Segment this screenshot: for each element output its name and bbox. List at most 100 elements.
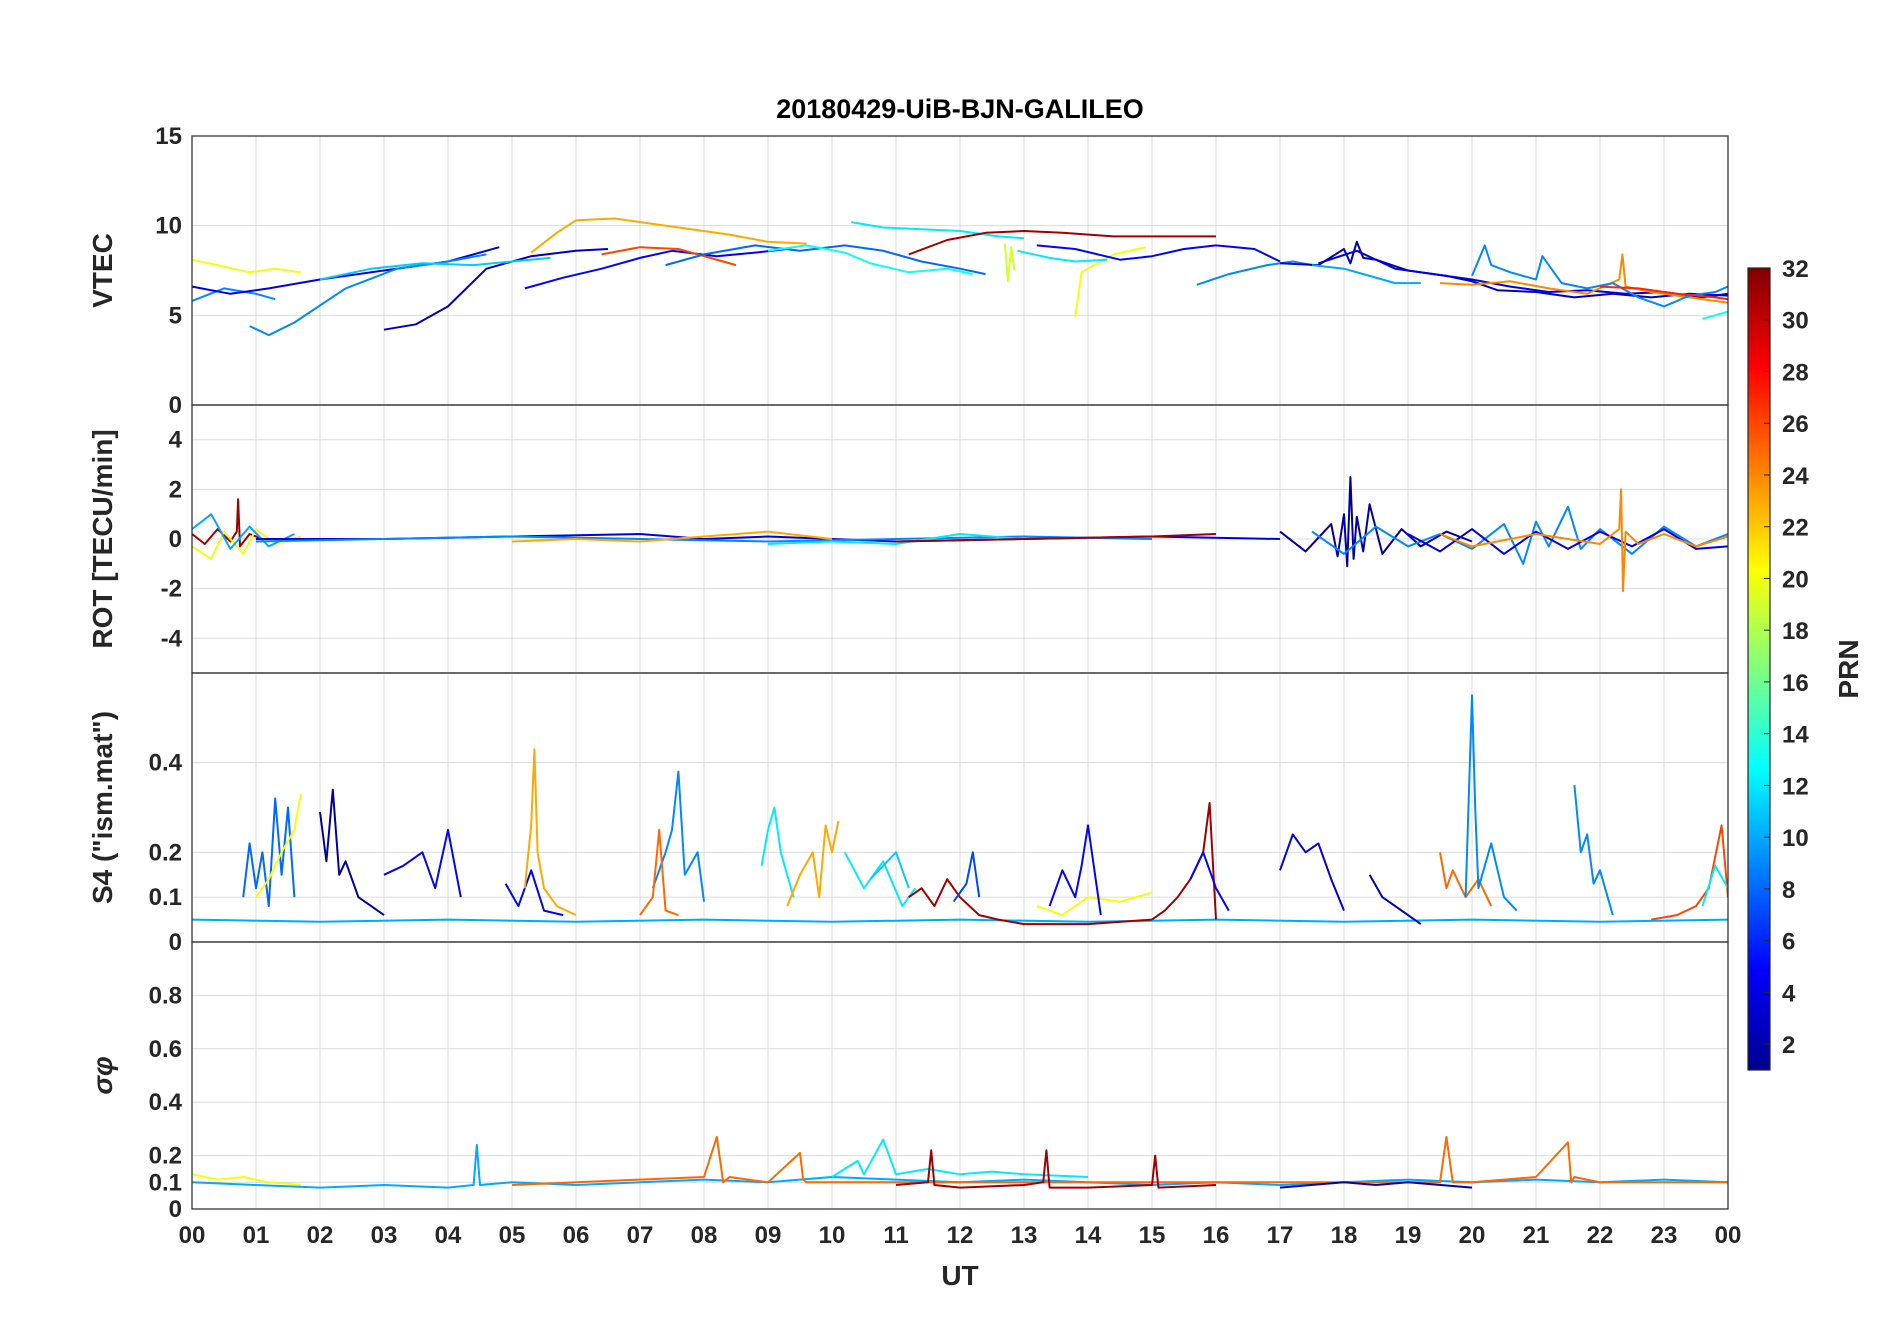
panel-s4: 0 0.1 0.2 0.4 S4 ("ism.mat") — [87, 672, 1729, 956]
trace-prn-8 — [665, 244, 986, 276]
x-tick-label: 18 — [1331, 1222, 1358, 1249]
trace-prn-20 — [192, 258, 301, 274]
y-tick-label: 10 — [155, 213, 182, 240]
trace-prn-20 — [192, 1173, 301, 1186]
y-axis-label: ROT [TECU/min] — [87, 429, 118, 648]
trace-prn-9 — [1573, 785, 1614, 916]
trace-prn-9 — [651, 770, 705, 902]
colorbar-tick-label: 14 — [1782, 722, 1809, 749]
y-tick-label: 0 — [169, 526, 182, 553]
trace-prn-23 — [530, 217, 807, 254]
y-tick-label: 0.1 — [149, 1169, 182, 1196]
x-tick-label: 00 — [1715, 1222, 1742, 1249]
x-tick-label: 13 — [1011, 1222, 1038, 1249]
trace-prn-5 — [1189, 851, 1230, 912]
trace-prn-9 — [1471, 244, 1728, 308]
x-axis-ticks: 00 01 02 03 04 05 06 07 08 09 10 11 12 13 14 15 16 17 18 19… — [179, 1222, 1742, 1249]
trace-prn-20 — [1074, 246, 1146, 318]
y-axis-label: σφ — [87, 1056, 118, 1094]
trace-prn-9 — [249, 253, 487, 337]
y-tick-label: 0.4 — [149, 750, 183, 777]
traces-sigma — [192, 1135, 1728, 1189]
colorbar-tick-label: 28 — [1782, 359, 1809, 386]
x-tick-label: 04 — [435, 1222, 462, 1249]
x-tick-label: 10 — [819, 1222, 846, 1249]
trace-prn-23 — [523, 748, 577, 917]
trace-prn-31 — [908, 230, 1216, 256]
traces-rot — [192, 476, 1728, 593]
y-tick-label: -2 — [161, 576, 182, 603]
trace-prn-12 — [1701, 864, 1728, 907]
x-tick-label: 14 — [1075, 1222, 1102, 1249]
trace-prn-12 — [767, 533, 1025, 545]
y-tick-label: 0 — [169, 1196, 182, 1223]
colorbar-tick-label: 2 — [1782, 1032, 1795, 1059]
colorbar-tick-label: 24 — [1782, 463, 1809, 490]
x-tick-label: 17 — [1267, 1222, 1294, 1249]
trace-prn-5 — [383, 828, 462, 898]
y-tick-label: 0.6 — [149, 1036, 182, 1063]
trace-prn-12 — [1017, 249, 1108, 263]
x-tick-label: 22 — [1587, 1222, 1614, 1249]
trace-prn-9 — [1464, 694, 1518, 912]
trace-prn-5 — [504, 869, 564, 917]
x-tick-label: 15 — [1139, 1222, 1166, 1249]
panel-rot: -4 -2 0 2 4 ROT [TECU/min] — [87, 404, 1729, 674]
y-tick-label: 15 — [155, 123, 182, 150]
trace-prn-9 — [192, 287, 276, 302]
panel-vtec: 0 5 10 15 VTEC — [87, 123, 1729, 419]
y-axis-label: S4 ("ism.mat") — [87, 711, 118, 904]
trace-prn-10 — [192, 918, 1728, 923]
trace-prn-5 — [1036, 244, 1281, 263]
x-tick-label: 06 — [563, 1222, 590, 1249]
colorbar-tick-label: 4 — [1782, 980, 1796, 1007]
x-axis-label: UT — [941, 1260, 978, 1291]
x-tick-label: 07 — [627, 1222, 654, 1249]
x-tick-label: 23 — [1651, 1222, 1678, 1249]
trace-prn-19 — [1003, 243, 1016, 283]
trace-prn-3 — [1279, 1181, 1473, 1189]
x-tick-label: 19 — [1395, 1222, 1422, 1249]
colorbar-tick-label: 16 — [1782, 670, 1809, 697]
trace-prn-24 — [1439, 253, 1728, 304]
colorbar-tick-label: 20 — [1782, 566, 1809, 593]
colorbar-tick-label: 12 — [1782, 773, 1809, 800]
trace-prn-31 — [908, 878, 1153, 926]
x-tick-label: 05 — [499, 1222, 526, 1249]
trace-prn-12 — [851, 221, 1025, 240]
colorbar-tick-label: 32 — [1782, 256, 1809, 283]
trace-prn-26 — [601, 246, 737, 267]
trace-prn-3 — [1368, 874, 1422, 925]
trace-prn-13 — [1702, 310, 1728, 320]
trace-prn-2 — [319, 788, 385, 916]
trace-prn-10 — [1311, 264, 1421, 285]
chart-title: 20180429-UiB-BJN-GALILEO — [776, 94, 1144, 124]
colorbar-tick-label: 10 — [1782, 825, 1809, 852]
x-tick-label: 12 — [947, 1222, 974, 1249]
trace-prn-20 — [192, 528, 302, 560]
y-tick-label: -4 — [161, 625, 183, 652]
colorbar-tick-label: 18 — [1782, 618, 1809, 645]
trace-prn-7 — [952, 851, 981, 903]
trace-prn-24 — [1439, 488, 1728, 593]
trace-prn-5 — [1048, 824, 1102, 916]
x-tick-label: 16 — [1203, 1222, 1230, 1249]
trace-prn-25 — [639, 828, 679, 917]
traces-vtec — [192, 217, 1728, 337]
x-tick-label: 00 — [179, 1222, 206, 1249]
colorbar-tick-label: 22 — [1782, 515, 1809, 542]
y-axis-label: VTEC — [87, 233, 118, 308]
colorbar-label: PRN — [1833, 639, 1864, 698]
trace-prn-11 — [319, 256, 551, 281]
trace-prn-13 — [767, 244, 974, 276]
y-tick-label: 0.1 — [149, 884, 182, 911]
traces-s4 — [192, 694, 1728, 926]
trace-prn-2 — [1279, 476, 1473, 568]
trace-prn-31 — [895, 1149, 1217, 1189]
trace-prn-27 — [1599, 285, 1728, 301]
colorbar-tick-label: 6 — [1782, 929, 1795, 956]
x-tick-label: 20 — [1459, 1222, 1486, 1249]
